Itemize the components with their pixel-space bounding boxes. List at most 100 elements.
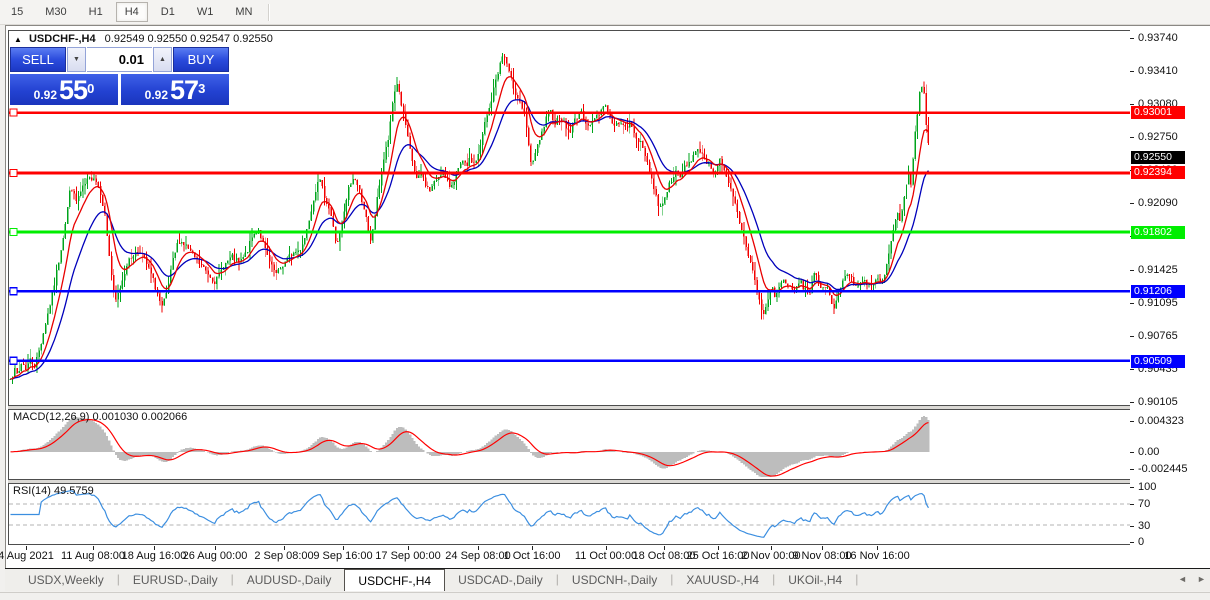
buy-button[interactable]: BUY	[173, 47, 229, 72]
buy-price-prefix: 0.92	[144, 88, 169, 102]
timeframe-button-h1[interactable]: H1	[88, 6, 103, 18]
tab-separator: |	[116, 572, 120, 586]
timeframe-button-mn[interactable]: MN	[235, 6, 253, 18]
time-label: 9 Nov 08:00	[792, 550, 852, 562]
lot-decrease-button[interactable]: ▼	[67, 47, 86, 72]
chart-title: ▲ USDCHF-,H4 0.92549 0.92550 0.92547 0.9…	[14, 33, 273, 45]
price-tick	[1130, 269, 1134, 271]
sell-button[interactable]: SELL	[10, 47, 66, 72]
rsi-tick	[1130, 503, 1134, 505]
level-anchor-icon[interactable]	[9, 287, 18, 296]
macd-tick-label: 0.004323	[1138, 415, 1184, 427]
rsi-tick-label: 30	[1138, 519, 1151, 532]
timeframe-button-h4[interactable]: H4	[115, 2, 148, 22]
time-tick	[606, 546, 607, 550]
sell-price-display[interactable]: 0.92 55 0	[10, 74, 118, 105]
panel-splitter[interactable]	[8, 406, 1131, 409]
time-label: 18 Oct 08:00	[632, 550, 696, 562]
spin-up-icon: ▲	[159, 56, 166, 63]
time-label: 26 Aug 00:00	[182, 550, 248, 562]
price-tick-label: 0.93740	[1138, 32, 1178, 44]
time-axis: 4 Aug 2021 11 Aug 08:00 18 Aug 16:00 26 Aug…	[0, 546, 1131, 568]
time-label: 9 Sep 16:00	[313, 550, 373, 562]
sell-price-big: 55	[59, 75, 88, 105]
tab-separator: |	[670, 572, 674, 586]
rsi-tick-label: 0	[1138, 536, 1145, 548]
macd-label: MACD(12,26,9) 0.001030 0.002066	[13, 411, 188, 423]
price-badge-0.92550: 0.92550	[1131, 150, 1185, 164]
tab-usdcad-daily[interactable]: USDCAD-,Daily	[458, 573, 543, 587]
tab-separator: |	[555, 572, 559, 586]
buy-price-display[interactable]: 0.92 57 3	[121, 74, 229, 105]
price-tick	[1130, 335, 1134, 337]
rsi-tick-label: 70	[1138, 497, 1151, 510]
tab-ukoil-h4[interactable]: UKOil-,H4	[788, 573, 843, 587]
timeframe-button-m30[interactable]: M30	[45, 6, 67, 18]
time-label: 16 Nov 16:00	[844, 550, 910, 562]
tab-separator: |	[772, 572, 776, 586]
candlestick-chart-canvas[interactable]	[9, 31, 1130, 405]
lot-size-input[interactable]	[87, 47, 152, 72]
rsi-line	[10, 490, 929, 538]
level-anchor-icon[interactable]	[9, 168, 18, 178]
time-label: 25 Oct 16:00	[686, 550, 750, 562]
timeframe-toolbar: 15 M30 H1 H4 D1 W1 MN	[0, 0, 1210, 25]
price-badge-0.90509: 0.90509	[1131, 354, 1185, 368]
tab-scroll-right-button[interactable]: ►	[1197, 574, 1206, 584]
level-anchor-icon[interactable]	[9, 227, 18, 237]
tab-usdchf-h4[interactable]: USDCHF-,H4	[344, 569, 446, 591]
time-tick	[877, 546, 878, 550]
time-label: 2 Sep 08:00	[254, 550, 314, 562]
sell-price-sup: 0	[87, 81, 95, 96]
lot-increase-button[interactable]: ▲	[153, 47, 172, 72]
macd-tick-label: -0.002445	[1138, 463, 1188, 475]
time-tick	[532, 546, 533, 550]
price-badge-0.93001: 0.93001	[1131, 105, 1185, 119]
chart-tab-bar: USDX,Weekly | EURUSD-,Daily | AUDUSD-,Daily U…	[5, 569, 1210, 591]
time-tick	[93, 546, 94, 550]
price-tick-label: 0.90105	[1138, 395, 1178, 408]
time-label: 1 Oct 16:00	[503, 550, 561, 562]
macd-tick	[1130, 421, 1134, 422]
time-label: 17 Sep 00:00	[375, 550, 441, 562]
price-tick-label: 0.92090	[1138, 197, 1178, 210]
toolbar-separator	[268, 3, 271, 21]
price-tick-label: 0.90765	[1138, 329, 1178, 342]
macd-chart-canvas	[10, 415, 930, 478]
time-tick	[154, 546, 155, 550]
price-tick-label: 0.91095	[1138, 296, 1178, 309]
tab-audusd-daily[interactable]: AUDUSD-,Daily	[246, 573, 332, 587]
time-tick	[343, 546, 344, 550]
timeframe-button-d1[interactable]: D1	[160, 6, 175, 18]
ohlc-quotes: 0.92549 0.92550 0.92547 0.92550	[104, 33, 273, 45]
buy-price-sup: 3	[198, 81, 206, 96]
ma-fast-line	[10, 76, 929, 380]
level-anchor-icon[interactable]	[9, 108, 18, 117]
time-label: 2 Nov 00:00	[741, 550, 801, 562]
level-anchor-icon[interactable]	[9, 356, 18, 365]
macd-indicator-panel[interactable]	[8, 409, 1131, 480]
time-tick	[26, 546, 27, 550]
panel-splitter[interactable]	[8, 480, 1131, 483]
timeframe-button-w1[interactable]: W1	[196, 6, 214, 18]
rsi-indicator-panel[interactable]	[8, 483, 1131, 545]
time-label: 24 Sep 08:00	[445, 550, 511, 562]
tab-eurusd-daily[interactable]: EURUSD-,Daily	[132, 573, 218, 587]
macd-tick-label: 0.00	[1138, 446, 1160, 458]
collapse-panel-icon[interactable]: ▲	[14, 35, 22, 44]
rsi-chart-canvas	[9, 490, 1130, 538]
chart-bottom-border	[5, 568, 1210, 569]
price-axis: 0.937400.934100.930800.927500.924200.920…	[1130, 26, 1210, 568]
tab-usdcnh-daily[interactable]: USDCNH-,Daily	[571, 573, 658, 587]
time-label: 11 Oct 00:00	[574, 550, 638, 562]
price-badge-0.91802: 0.91802	[1131, 225, 1185, 239]
tab-scroll-left-button[interactable]: ◄	[1178, 574, 1187, 584]
timeframe-button-15[interactable]: 15	[11, 6, 24, 18]
price-badge-0.92394: 0.92394	[1131, 166, 1185, 180]
tab-usdx-weekly[interactable]: USDX,Weekly	[28, 573, 104, 587]
macd-tick	[1130, 469, 1134, 470]
one-click-trading-panel: SELL ▼ ▲ BUY 0.92 55 0 0.92 57 3	[10, 47, 229, 105]
price-badge-0.91206: 0.91206	[1131, 285, 1185, 299]
tab-xauusd-h4[interactable]: XAUUSD-,H4	[686, 573, 760, 587]
